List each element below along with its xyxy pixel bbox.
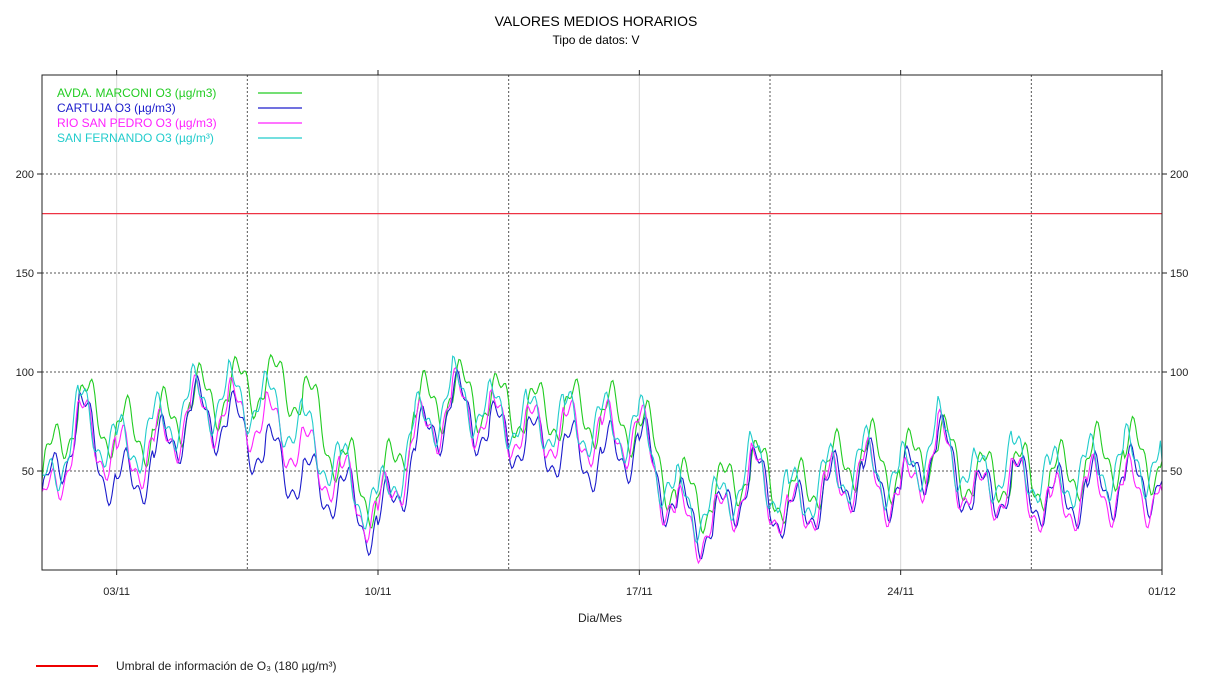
x-tick-label-2: 17/11 bbox=[626, 586, 653, 598]
chart-title: VALORES MEDIOS HORARIOS bbox=[495, 13, 698, 29]
y-tick-label-right-2: 150 bbox=[1170, 268, 1188, 280]
x-tick-label-1: 10/11 bbox=[365, 586, 392, 598]
x-tick-label-3: 24/11 bbox=[887, 586, 914, 598]
y-tick-label-right-1: 100 bbox=[1170, 367, 1188, 379]
chart-subtitle: Tipo de datos: V bbox=[553, 33, 640, 47]
y-tick-label-left-0: 50 bbox=[22, 466, 34, 478]
y-tick-label-left-2: 150 bbox=[16, 268, 34, 280]
gridlines bbox=[42, 75, 1163, 570]
y-tick-label-right-0: 50 bbox=[1170, 466, 1182, 478]
series-line-2 bbox=[41, 366, 1163, 565]
plot-frame bbox=[41, 74, 1163, 571]
y-tick-label-left-3: 200 bbox=[16, 169, 34, 181]
legend: AVDA. MARCONI O3 (µg/m3)CARTUJA O3 (µg/m… bbox=[57, 86, 302, 145]
threshold-legend-line bbox=[36, 665, 98, 667]
legend-label-0: AVDA. MARCONI O3 (µg/m3) bbox=[57, 86, 216, 100]
ozone-line-chart: VALORES MEDIOS HORARIOS Tipo de datos: V… bbox=[16, 13, 1189, 625]
threshold-footer: Umbral de información de O₃ (180 µg/m³) bbox=[36, 654, 337, 678]
series-line-3 bbox=[41, 355, 1163, 545]
axis-ticks: 03/11 10/11 17/11 24/11 01/12 50 50 100 100 150 15… bbox=[16, 70, 1188, 598]
y-tick-label-left-1: 100 bbox=[16, 367, 34, 379]
legend-label-3: SAN FERNANDO O3 (µg/m³) bbox=[57, 131, 214, 145]
legend-label-2: RIO SAN PEDRO O3 (µg/m3) bbox=[57, 116, 217, 130]
x-axis-label: Dia/Mes bbox=[578, 611, 622, 625]
threshold-legend-label: Umbral de información de O₃ (180 µg/m³) bbox=[116, 659, 337, 673]
series-layer bbox=[41, 353, 1163, 565]
legend-label-1: CARTUJA O3 (µg/m3) bbox=[57, 101, 176, 115]
series-line-1 bbox=[41, 368, 1163, 560]
y-tick-label-right-3: 200 bbox=[1170, 169, 1188, 181]
x-tick-label-0: 03/11 bbox=[103, 586, 130, 598]
x-tick-label-4: 01/12 bbox=[1148, 586, 1176, 598]
